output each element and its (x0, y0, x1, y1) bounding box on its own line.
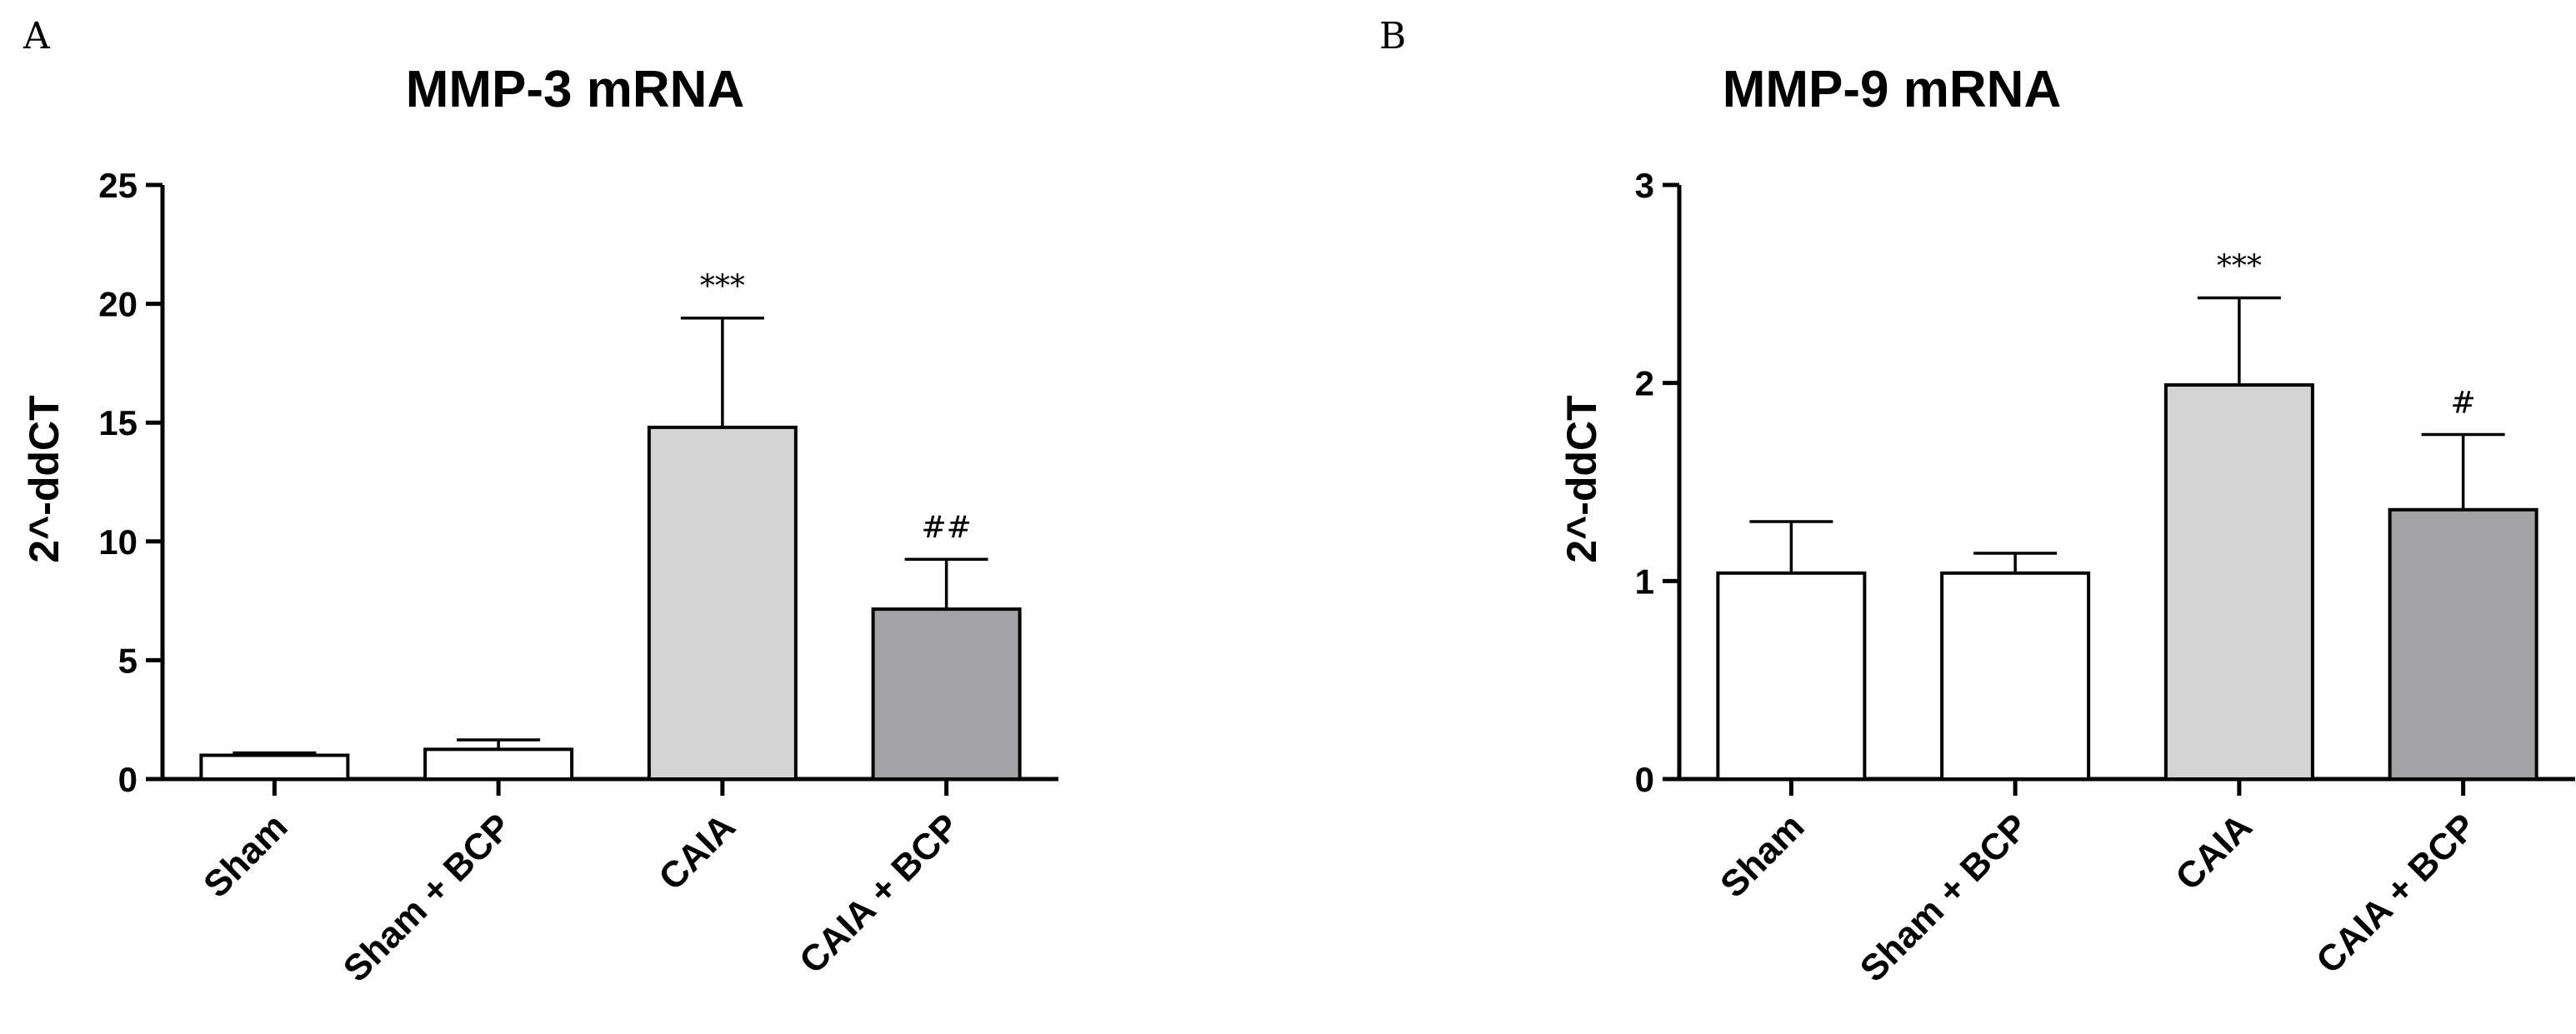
significance-label: ## (921, 511, 971, 545)
bar (2388, 507, 2538, 781)
significance-label: *** (2217, 249, 2262, 283)
chart-panel-b: B MMP-9 mRNA 2^-ddCT 0 1 2 3 Sham Sham + BCP *… (1288, 0, 2575, 1034)
bar (1716, 571, 1867, 781)
chart-b-svg: B MMP-9 mRNA 2^-ddCT 0 1 2 3 Sham Sham + BCP *… (1379, 15, 2575, 990)
x-tick-label: Sham + BCP (336, 806, 520, 990)
y-tick-label: 25 (98, 166, 138, 205)
bar (647, 425, 798, 781)
bar (871, 607, 1022, 781)
y-tick-label: 15 (98, 403, 138, 442)
bar (199, 753, 350, 781)
bar (423, 747, 574, 781)
y-axis-label: 2^-ddCT (1558, 395, 1605, 562)
y-tick-label: 0 (1635, 760, 1654, 799)
y-tick-label: 20 (98, 285, 138, 324)
panel-letter: B (1379, 15, 1406, 57)
y-tick-label: 10 (98, 522, 138, 562)
chart-title: MMP-9 mRNA (1723, 61, 2061, 118)
x-tick-label: CAIA (651, 806, 743, 898)
x-tick-label: CAIA (2168, 806, 2260, 898)
x-tick-label: Sham (196, 806, 295, 905)
y-tick-label: 2 (1635, 364, 1654, 403)
x-tick-label: CAIA + BCP (2308, 806, 2484, 982)
panel-letter: A (23, 15, 51, 57)
chart-title: MMP-3 mRNA (406, 61, 744, 118)
y-axis-label: 2^-ddCT (21, 395, 68, 562)
significance-label: # (2451, 386, 2476, 420)
chart-a-svg: A MMP-3 mRNA 2^-ddCT 0 5 10 15 20 25 Sham Sham … (21, 15, 1058, 990)
significance-label: *** (700, 270, 745, 304)
chart-panel-a: A MMP-3 mRNA 2^-ddCT 0 5 10 15 20 25 Sham Sham … (21, 15, 1058, 990)
bar (2163, 383, 2314, 781)
chart-marks: 0 5 10 15 20 25 Sham Sham + BCP *** CAIA ## CAIA + … (98, 166, 1058, 990)
y-tick-label: 5 (118, 641, 138, 680)
chart-marks: 0 1 2 3 Sham Sham + BCP *** CAIA # CAIA + BCP (1635, 166, 2575, 990)
y-tick-label: 1 (1635, 562, 1654, 601)
y-tick-label: 0 (118, 760, 138, 799)
x-tick-label: Sham + BCP (1853, 806, 2037, 990)
x-tick-label: CAIA + BCP (792, 806, 968, 982)
y-tick-label: 3 (1635, 166, 1654, 205)
bar (1940, 571, 2091, 781)
x-tick-label: Sham (1713, 806, 1812, 905)
